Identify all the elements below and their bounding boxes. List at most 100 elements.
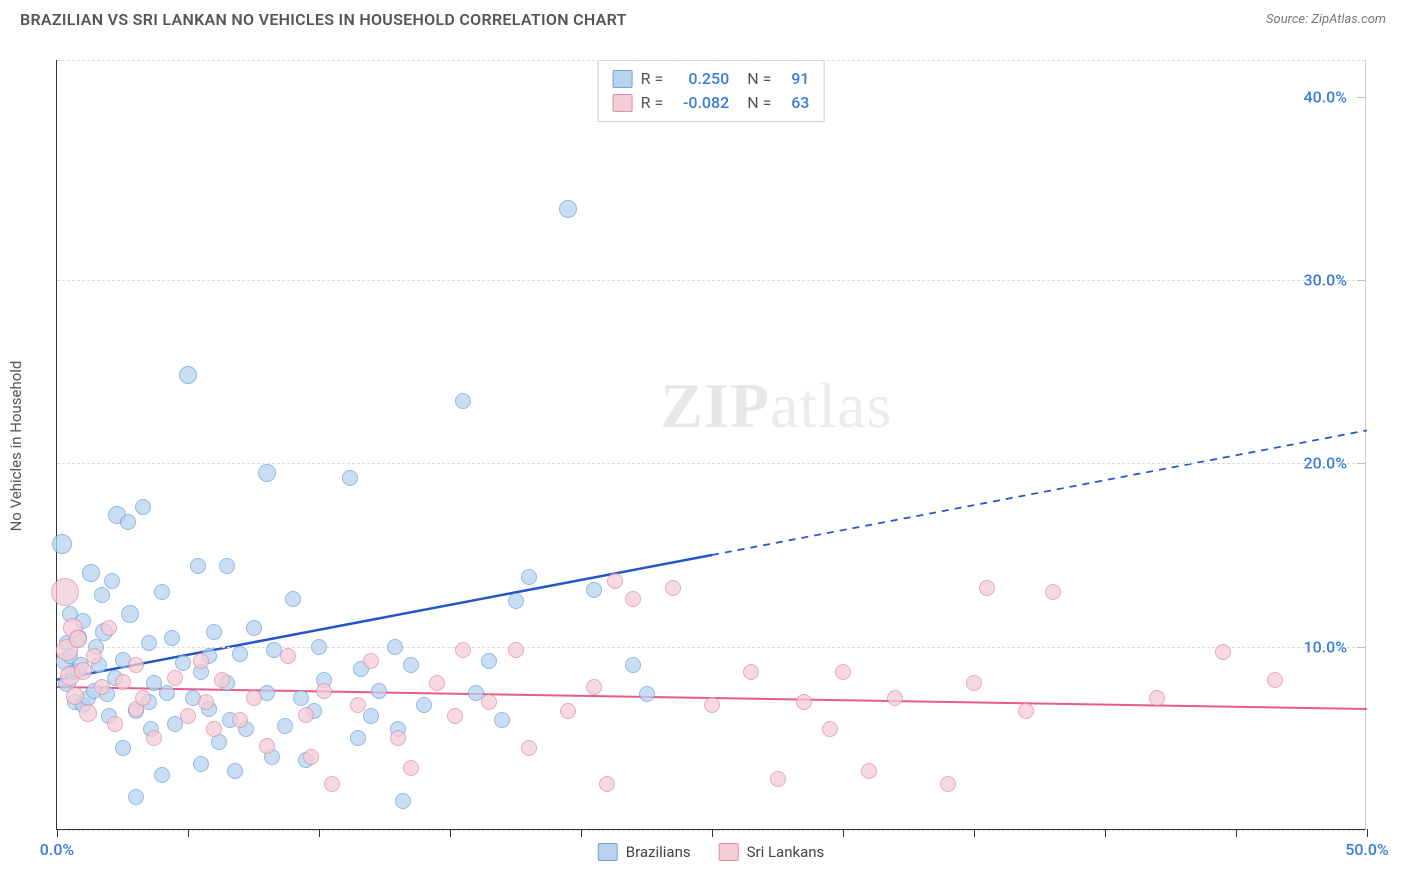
data-point <box>227 763 243 779</box>
data-point <box>206 624 222 640</box>
stat-r-value: -0.082 <box>671 91 729 115</box>
data-point <box>232 646 248 662</box>
data-point <box>101 620 117 636</box>
data-point <box>586 582 602 598</box>
source-label: Source: ZipAtlas.com <box>1266 12 1386 27</box>
data-point <box>508 642 524 658</box>
data-point <box>395 793 411 809</box>
data-point <box>403 760 419 776</box>
data-point <box>822 721 838 737</box>
data-point <box>416 697 432 713</box>
data-point <box>390 730 406 746</box>
data-point <box>311 639 327 655</box>
x-tick-label: 0.0% <box>40 840 74 859</box>
data-point <box>277 718 293 734</box>
y-tick-label: 40.0% <box>1303 87 1347 106</box>
data-point <box>298 707 314 723</box>
data-point <box>387 639 403 655</box>
data-point <box>82 564 100 582</box>
data-point <box>350 697 366 713</box>
data-point <box>94 587 110 603</box>
data-point <box>232 712 248 728</box>
data-point <box>455 393 471 409</box>
chart-title: BRAZILIAN VS SRI LANKAN NO VEHICLES IN H… <box>20 10 627 29</box>
data-point <box>120 514 136 530</box>
data-point <box>206 721 222 737</box>
data-point <box>625 591 641 607</box>
data-point <box>560 703 576 719</box>
y-tick-label: 30.0% <box>1303 271 1347 290</box>
data-point <box>104 573 120 589</box>
x-tick-label: 50.0% <box>1345 840 1389 859</box>
data-point <box>324 776 340 792</box>
data-point <box>316 683 332 699</box>
data-point <box>429 675 445 691</box>
data-point <box>66 687 84 705</box>
data-point <box>743 664 759 680</box>
data-point <box>770 771 786 787</box>
data-point <box>625 657 641 673</box>
legend-swatch <box>719 843 739 861</box>
data-point <box>280 648 296 664</box>
data-point <box>190 558 206 574</box>
data-point <box>164 630 180 646</box>
legend: Brazilians Sri Lankans <box>598 843 825 861</box>
data-point <box>86 648 102 664</box>
data-point <box>1045 584 1061 600</box>
data-point <box>586 679 602 695</box>
data-point <box>246 690 262 706</box>
stat-n-label: N = <box>747 91 771 115</box>
data-point <box>141 635 157 651</box>
data-point <box>193 653 209 669</box>
data-point <box>704 697 720 713</box>
stat-n-value: 91 <box>779 67 809 91</box>
data-point <box>121 605 139 623</box>
stat-r-value: 0.250 <box>671 67 729 91</box>
data-point <box>135 499 151 515</box>
data-point <box>146 730 162 746</box>
data-point <box>1215 644 1231 660</box>
data-point <box>665 580 681 596</box>
data-point <box>940 776 956 792</box>
data-point <box>447 708 463 724</box>
data-point <box>259 738 275 754</box>
legend-swatch <box>598 843 618 861</box>
data-point <box>179 366 197 384</box>
data-point <box>1018 703 1034 719</box>
stat-n-value: 63 <box>779 91 809 115</box>
data-point <box>796 694 812 710</box>
data-point <box>887 690 903 706</box>
stat-r-label: R = <box>641 91 664 115</box>
stats-row: R =0.250N =91 <box>613 67 810 91</box>
data-point <box>371 683 387 699</box>
data-point <box>94 679 110 695</box>
legend-item: Sri Lankans <box>719 843 825 861</box>
data-point <box>979 580 995 596</box>
data-point <box>128 657 144 673</box>
data-point <box>521 569 537 585</box>
data-point <box>69 630 87 648</box>
data-point <box>180 708 196 724</box>
legend-swatch <box>613 94 633 112</box>
data-point <box>293 690 309 706</box>
data-point <box>135 690 151 706</box>
legend-label: Brazilians <box>626 843 691 861</box>
data-point <box>521 740 537 756</box>
y-axis-label: No Vehicles in Household <box>7 361 25 532</box>
data-point <box>246 620 262 636</box>
data-point <box>403 657 419 673</box>
data-point <box>214 672 230 688</box>
data-point <box>115 740 131 756</box>
stat-n-label: N = <box>747 67 771 91</box>
data-point <box>128 789 144 805</box>
y-tick-label: 20.0% <box>1303 454 1347 473</box>
data-point <box>342 470 358 486</box>
data-point <box>303 749 319 765</box>
data-point <box>52 534 72 554</box>
plot-area: ZIPatlas R =0.250N =91R =-0.082N =63 Bra… <box>56 60 1366 830</box>
data-point <box>79 704 97 722</box>
legend-item: Brazilians <box>598 843 691 861</box>
data-point <box>599 776 615 792</box>
data-point <box>835 664 851 680</box>
data-point <box>1149 690 1165 706</box>
